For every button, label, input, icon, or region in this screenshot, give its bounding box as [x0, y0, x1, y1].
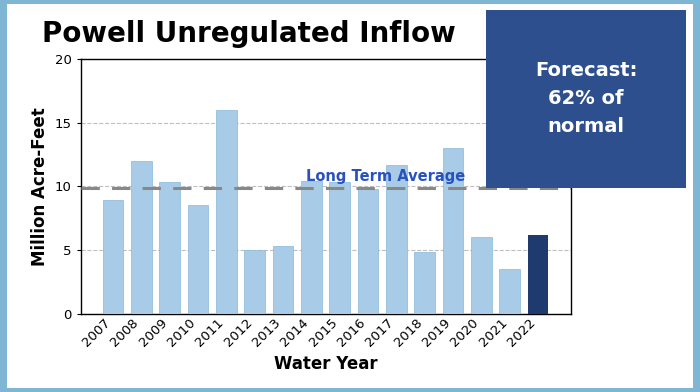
Bar — [244, 250, 265, 314]
Bar — [330, 182, 350, 314]
Bar — [216, 110, 237, 314]
Bar — [131, 161, 151, 314]
X-axis label: Water Year: Water Year — [274, 355, 377, 373]
Bar — [471, 237, 491, 314]
Text: Long Term Average: Long Term Average — [306, 169, 465, 184]
Bar — [386, 165, 407, 314]
Text: Powell Unregulated Inflow: Powell Unregulated Inflow — [42, 20, 456, 47]
Bar — [188, 205, 208, 314]
Bar — [103, 200, 123, 314]
Bar — [301, 181, 321, 314]
Y-axis label: Million Acre-Feet: Million Acre-Feet — [31, 107, 49, 265]
Bar — [500, 269, 520, 314]
Bar — [358, 189, 378, 314]
Bar — [443, 148, 463, 314]
Bar — [160, 182, 180, 314]
Text: Forecast:
62% of
normal: Forecast: 62% of normal — [535, 62, 638, 136]
Bar — [528, 234, 548, 314]
Bar — [414, 252, 435, 314]
Bar — [273, 246, 293, 314]
